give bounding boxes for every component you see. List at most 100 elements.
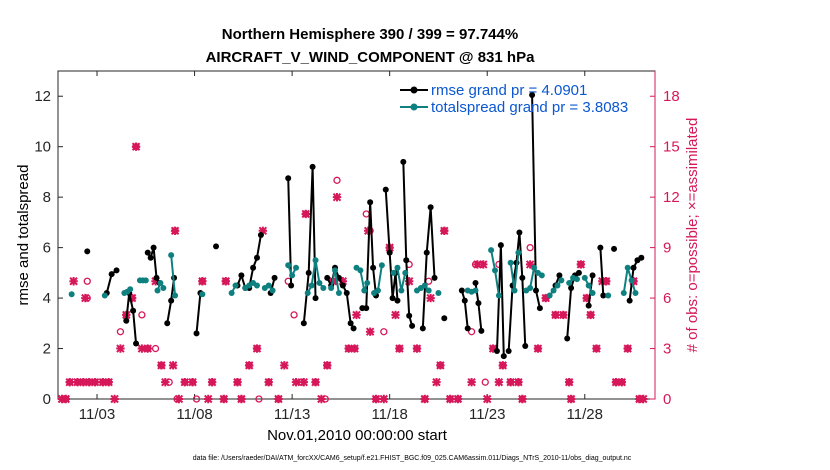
obs-assimilated-marker	[168, 361, 178, 370]
obs-assimilated-marker	[445, 394, 455, 404]
rmse-line-segment	[507, 232, 527, 352]
totalspread-point	[357, 267, 364, 274]
obs-possible-marker	[290, 311, 298, 319]
totalspread-point	[511, 287, 518, 294]
obs-assimilated-marker	[219, 394, 229, 404]
rmse-point	[130, 307, 137, 314]
rmse-point	[254, 254, 260, 261]
legend-spread-marker	[410, 103, 418, 111]
x-tick-label: 11/23	[469, 406, 505, 423]
rmse-point	[441, 315, 448, 322]
obs-assimilated-marker	[404, 277, 414, 286]
obs-assimilated-marker	[611, 377, 621, 387]
totalspread-point	[515, 249, 522, 256]
obs-possible-marker	[481, 378, 489, 386]
rmse-point	[133, 340, 140, 347]
totalspread-point	[364, 279, 371, 286]
obs-assimilated-marker	[582, 293, 591, 303]
totalspread-point	[546, 292, 553, 299]
series-lines	[68, 91, 645, 360]
rmse-point	[250, 264, 257, 271]
obs-assimilated-marker	[506, 377, 515, 387]
obs-assimilated-marker	[412, 344, 422, 353]
rmse-point	[288, 282, 295, 289]
obs-assimilated-marker	[233, 377, 242, 387]
obs-assimilated-marker	[426, 293, 435, 303]
totalspread-point	[632, 290, 639, 297]
obs-possible-marker	[138, 311, 146, 319]
rmse-point	[339, 282, 346, 289]
rmse-point	[505, 348, 512, 355]
x-tick-label: 11/13	[274, 406, 310, 423]
obs-assimilated-marker	[514, 377, 523, 387]
totalspread-point	[492, 267, 499, 274]
obs-assimilated-marker	[602, 277, 611, 286]
rmse-point	[271, 274, 278, 281]
totalspread-point	[390, 269, 397, 276]
rmse-point	[213, 243, 220, 250]
obs-assimilated-marker	[371, 394, 381, 404]
rmse-point	[493, 348, 500, 355]
obs-possible-marker	[151, 344, 160, 353]
rmse-line-segment	[402, 161, 414, 327]
totalspread-point	[435, 290, 442, 297]
legend-rmse-marker	[410, 86, 418, 94]
rmse-point	[389, 295, 396, 302]
totalspread-point	[585, 282, 592, 289]
rmse-point	[123, 317, 130, 324]
rmse-point	[324, 274, 331, 281]
totalspread-point	[507, 259, 514, 266]
rmse-point	[347, 320, 354, 327]
totalspread-point	[527, 284, 534, 291]
rmse-point	[84, 248, 91, 255]
rmse-point	[193, 330, 200, 337]
totalspread-point	[332, 267, 339, 274]
obs-count-markers	[57, 142, 648, 404]
obs-assimilated-marker	[576, 260, 586, 269]
obs-assimilated-marker	[479, 260, 488, 269]
totalspread-point	[589, 290, 596, 297]
obs-assimilated-marker	[110, 394, 119, 404]
obs-assimilated-marker	[541, 293, 550, 303]
totalspread-point	[538, 272, 545, 279]
rmse-line-segment	[421, 207, 436, 329]
rmse-point	[400, 158, 407, 165]
rmse-point	[597, 244, 604, 251]
obs-assimilated-marker	[65, 377, 74, 387]
y-tick-label: 10	[34, 139, 51, 156]
totalspread-point	[127, 286, 134, 293]
totalspread-point	[254, 282, 260, 289]
totalspread-point	[620, 290, 627, 297]
totalspread-point	[269, 287, 276, 294]
obs-assimilated-marker	[85, 377, 94, 387]
right-tick-label: 3	[663, 341, 671, 358]
rmse-point	[300, 320, 307, 327]
totalspread-line-segment	[392, 265, 407, 291]
rmse-point	[464, 325, 471, 332]
x-axis-label: Nov.01,2010 00:00:00 start	[267, 427, 448, 444]
rmse-line-segment	[302, 166, 317, 324]
totalspread-point	[232, 282, 239, 289]
totalspread-point	[285, 262, 292, 269]
legend-rmse-label: rmse grand pr = 4.0901	[431, 82, 587, 99]
obs-assimilated-marker	[317, 394, 326, 404]
obs-assimilated-marker	[98, 377, 108, 387]
totalspread-point	[142, 277, 149, 284]
rmse-point	[516, 229, 523, 236]
rmse-point	[529, 91, 536, 98]
rmse-line-segment	[195, 292, 202, 334]
rmse-point	[312, 295, 319, 302]
totalspread-point	[68, 291, 75, 298]
totalspread-point	[550, 287, 557, 294]
obs-assimilated-marker	[188, 377, 197, 387]
totalspread-point	[558, 277, 565, 284]
rmse-point	[164, 320, 171, 327]
obs-assimilated-marker	[198, 277, 207, 286]
rmse-point	[458, 287, 465, 294]
obs-assimilated-marker	[566, 394, 576, 404]
obs-assimilated-marker	[586, 310, 595, 320]
totalspread-point	[554, 282, 561, 289]
totalspread-point	[566, 279, 573, 286]
rmse-point	[626, 297, 633, 304]
obs-assimilated-marker	[332, 192, 342, 202]
